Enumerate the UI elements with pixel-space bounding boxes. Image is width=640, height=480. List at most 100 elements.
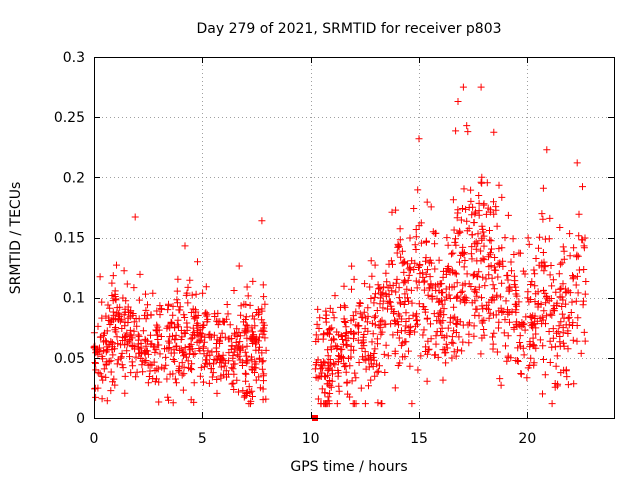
- data-point: [178, 359, 186, 367]
- data-point: [368, 338, 376, 346]
- data-point: [557, 284, 565, 292]
- data-point: [437, 311, 445, 319]
- data-point: [396, 298, 404, 306]
- data-point: [394, 328, 401, 336]
- data-point: [347, 342, 355, 350]
- data-point: [565, 313, 573, 321]
- data-point: [410, 266, 418, 273]
- data-point: [118, 349, 126, 357]
- data-point: [527, 354, 535, 362]
- data-point: [536, 233, 544, 241]
- data-point: [371, 372, 379, 380]
- data-point: [372, 312, 379, 320]
- data-point: [235, 328, 243, 336]
- data-point: [235, 262, 243, 270]
- data-point: [530, 266, 538, 274]
- data-point: [141, 311, 148, 319]
- data-point: [575, 232, 583, 240]
- data-point: [423, 314, 431, 322]
- data-point: [102, 373, 110, 381]
- data-point: [419, 273, 427, 281]
- data-point: [338, 333, 346, 340]
- data-point: [442, 359, 450, 367]
- data-point: [147, 331, 154, 339]
- data-point: [235, 346, 243, 354]
- data-point: [146, 360, 154, 368]
- data-point: [556, 224, 564, 231]
- data-point: [527, 319, 535, 327]
- data-point: [509, 235, 517, 243]
- data-point: [249, 312, 257, 320]
- data-point: [395, 294, 403, 302]
- data-point: [460, 250, 468, 258]
- data-point: [189, 351, 197, 358]
- data-point: [107, 357, 115, 365]
- data-point: [196, 347, 204, 355]
- data-point: [446, 268, 454, 276]
- data-point: [348, 377, 356, 385]
- data-point: [228, 380, 236, 388]
- data-point: [416, 262, 424, 270]
- data-point: [123, 347, 131, 355]
- data-point: [360, 308, 368, 316]
- chart-title: Day 279 of 2021, SRMTID for receiver p80…: [196, 21, 501, 37]
- data-point: [396, 236, 404, 244]
- data-point: [260, 377, 267, 385]
- data-point: [367, 295, 375, 302]
- data-point: [139, 368, 147, 376]
- data-point: [246, 301, 254, 309]
- data-point: [357, 384, 365, 392]
- data-point: [157, 333, 165, 340]
- data-point: [565, 321, 573, 329]
- data-point: [485, 253, 492, 261]
- data-point: [213, 376, 221, 383]
- data-point: [335, 369, 342, 377]
- data-point: [335, 387, 343, 395]
- data-point: [539, 184, 547, 192]
- data-point: [214, 321, 222, 329]
- data-point: [457, 289, 465, 296]
- data-point: [559, 243, 567, 251]
- data-point: [329, 370, 336, 378]
- data-point: [320, 330, 328, 338]
- data-point: [156, 302, 164, 310]
- data-point: [185, 350, 193, 358]
- data-point: [487, 262, 495, 270]
- data-point: [216, 359, 224, 367]
- data-point: [543, 293, 550, 301]
- data-point: [166, 333, 174, 341]
- data-point: [354, 336, 362, 344]
- data-point: [430, 310, 438, 318]
- data-point: [557, 318, 565, 326]
- data-point: [181, 242, 189, 250]
- data-point: [387, 257, 395, 265]
- data-point: [459, 83, 467, 91]
- data-point: [405, 297, 412, 305]
- data-point: [253, 309, 261, 316]
- data-point: [113, 333, 121, 341]
- data-point: [372, 290, 379, 298]
- data-point: [486, 227, 493, 234]
- data-point: [456, 227, 464, 235]
- data-point: [396, 312, 404, 320]
- data-point: [352, 308, 360, 316]
- data-point: [205, 379, 213, 387]
- data-point: [200, 378, 207, 386]
- data-point: [497, 304, 505, 312]
- data-point: [189, 331, 197, 339]
- data-point: [396, 225, 404, 233]
- data-point: [574, 314, 582, 322]
- data-point: [454, 316, 462, 324]
- data-point: [545, 235, 553, 243]
- data-point: [200, 363, 208, 371]
- data-point: [119, 337, 127, 344]
- data-point: [107, 338, 115, 346]
- data-point: [397, 253, 405, 261]
- data-point: [228, 364, 236, 372]
- data-point: [539, 390, 546, 398]
- data-point: [330, 314, 338, 322]
- data-point: [438, 280, 446, 288]
- y-tick-label: 0.15: [54, 231, 85, 247]
- data-point: [342, 362, 350, 370]
- data-point: [512, 308, 520, 316]
